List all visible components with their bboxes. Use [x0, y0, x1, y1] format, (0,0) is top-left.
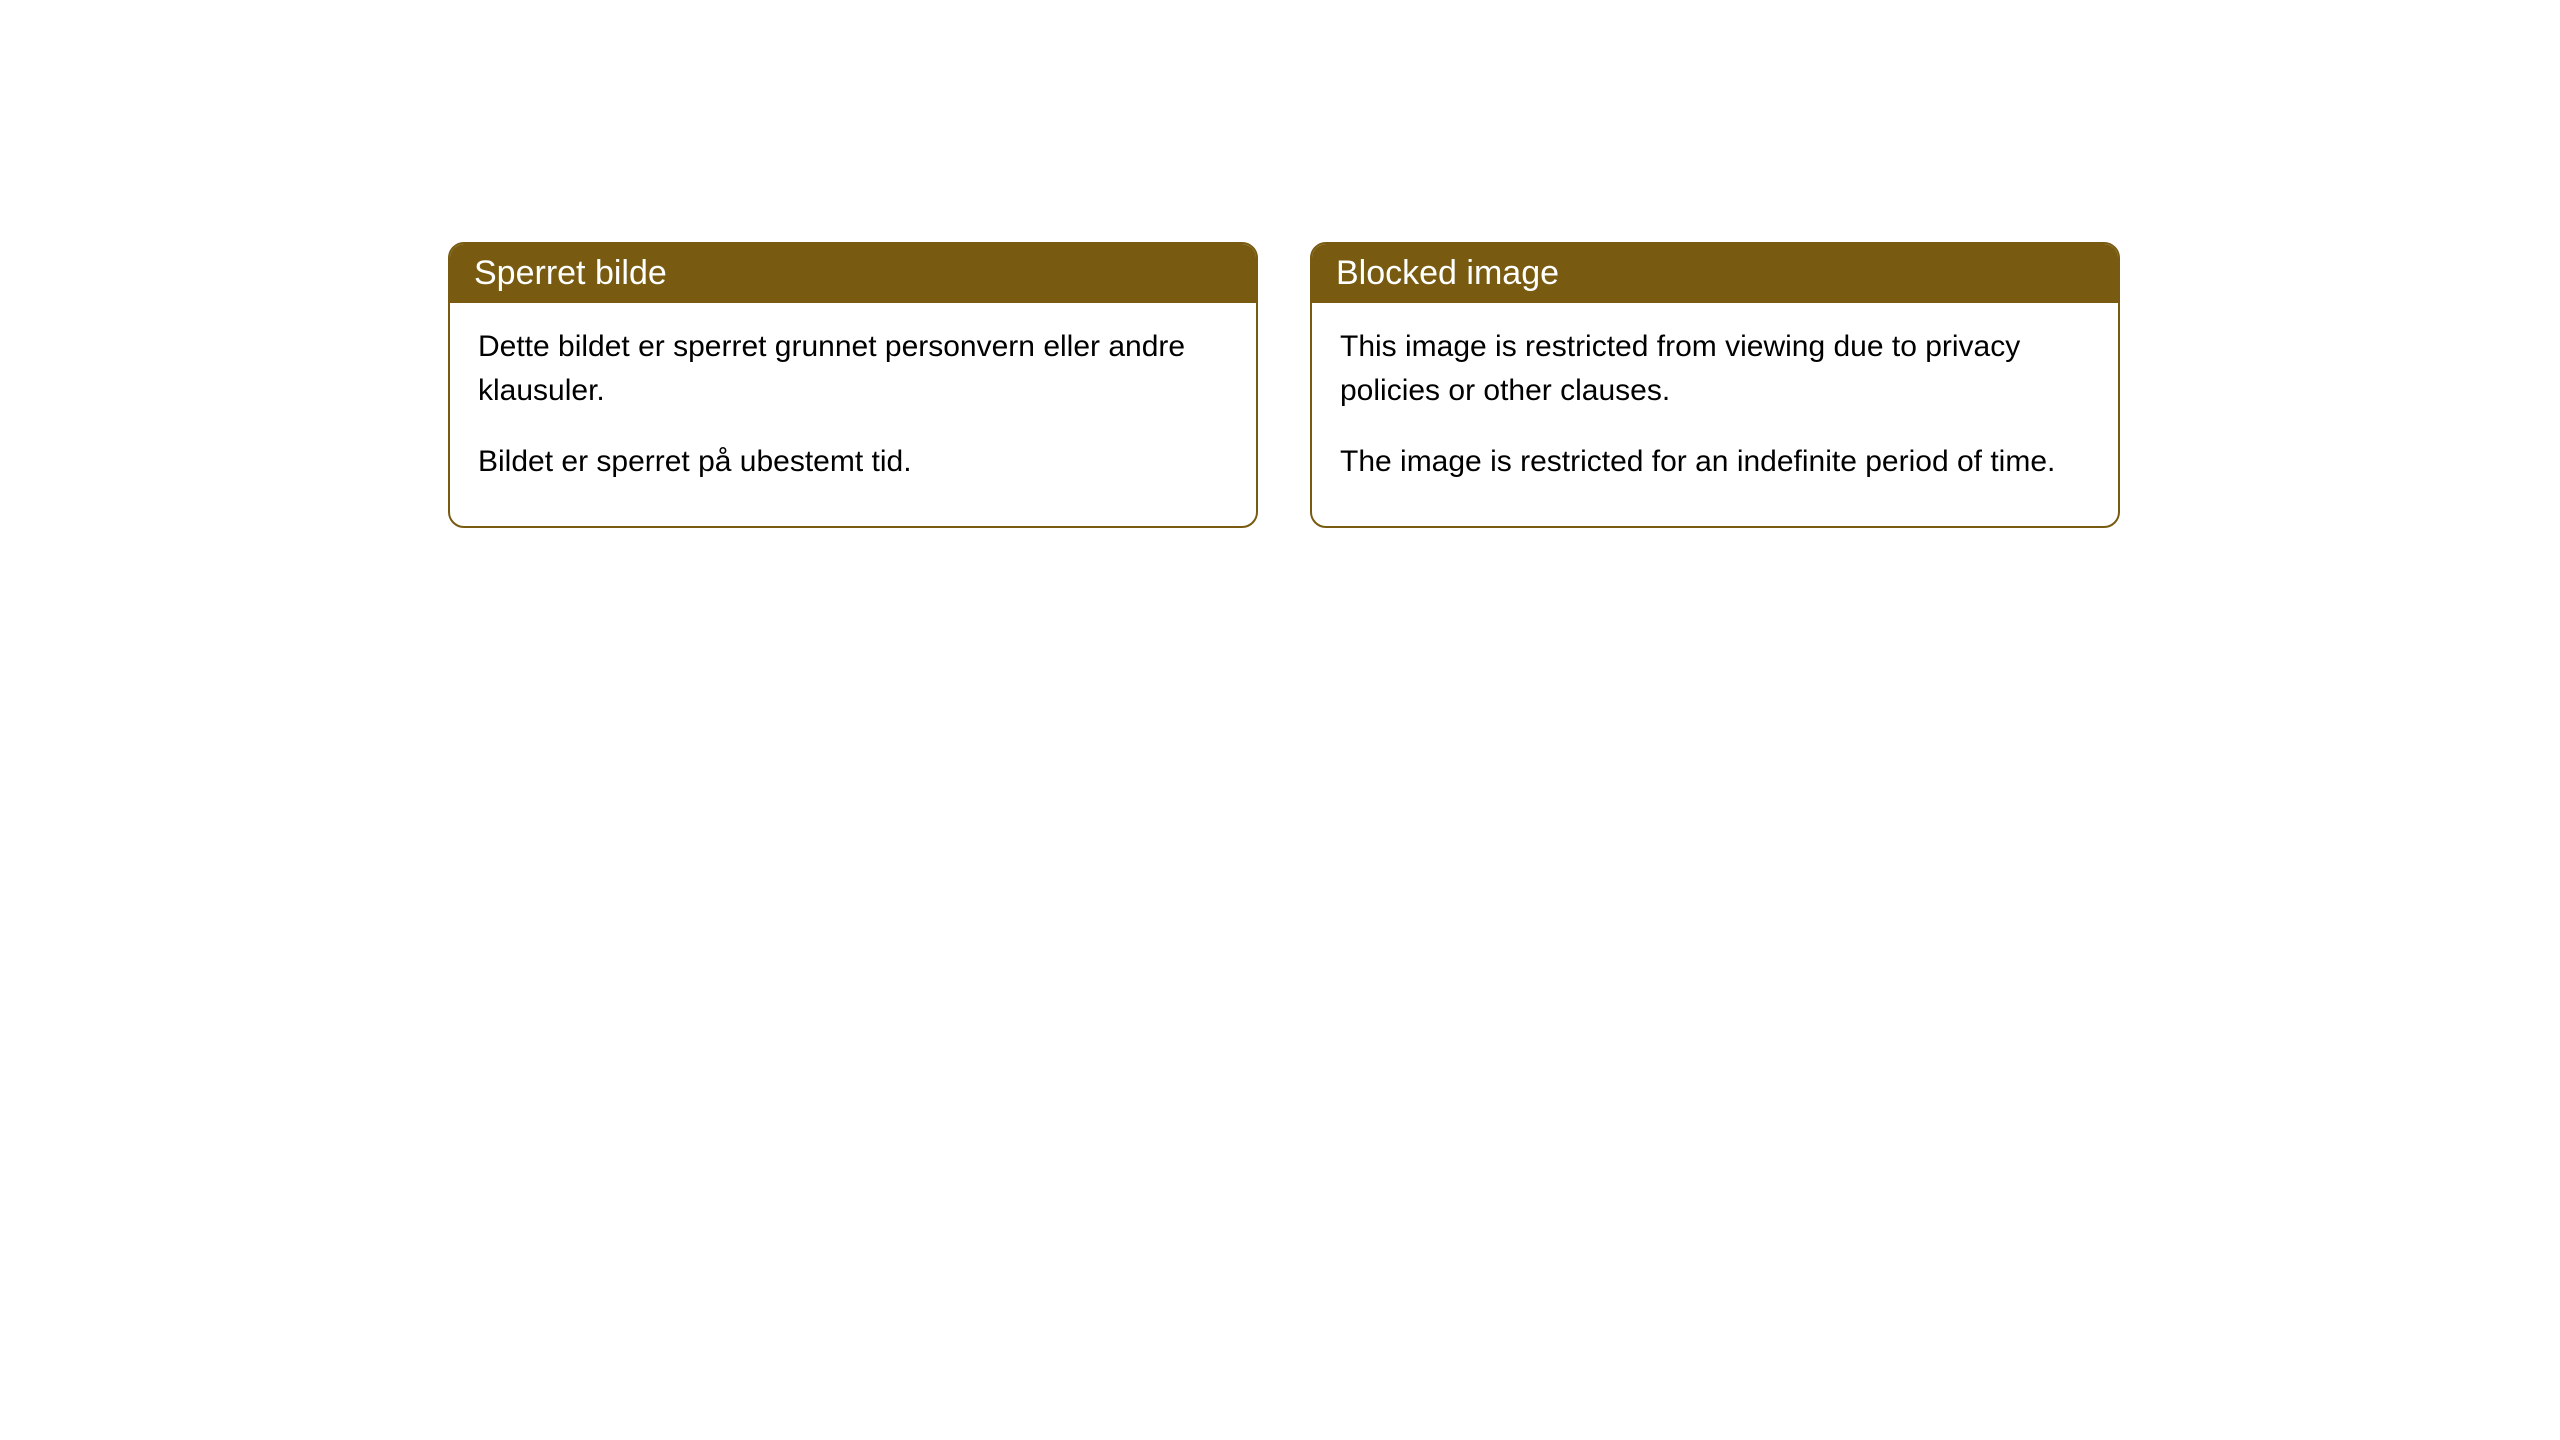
card-body: Dette bildet er sperret grunnet personve…	[450, 303, 1256, 526]
card-paragraph: This image is restricted from viewing du…	[1340, 325, 2090, 412]
card-paragraph: The image is restricted for an indefinit…	[1340, 440, 2090, 484]
card-paragraph: Dette bildet er sperret grunnet personve…	[478, 325, 1228, 412]
card-title: Sperret bilde	[474, 254, 667, 292]
card-header: Sperret bilde	[450, 244, 1256, 303]
card-paragraph: Bildet er sperret på ubestemt tid.	[478, 440, 1228, 484]
notice-card-english: Blocked image This image is restricted f…	[1310, 242, 2120, 528]
card-title: Blocked image	[1336, 254, 1559, 292]
card-body: This image is restricted from viewing du…	[1312, 303, 2118, 526]
notice-cards-container: Sperret bilde Dette bildet er sperret gr…	[448, 242, 2120, 528]
card-header: Blocked image	[1312, 244, 2118, 303]
notice-card-norwegian: Sperret bilde Dette bildet er sperret gr…	[448, 242, 1258, 528]
